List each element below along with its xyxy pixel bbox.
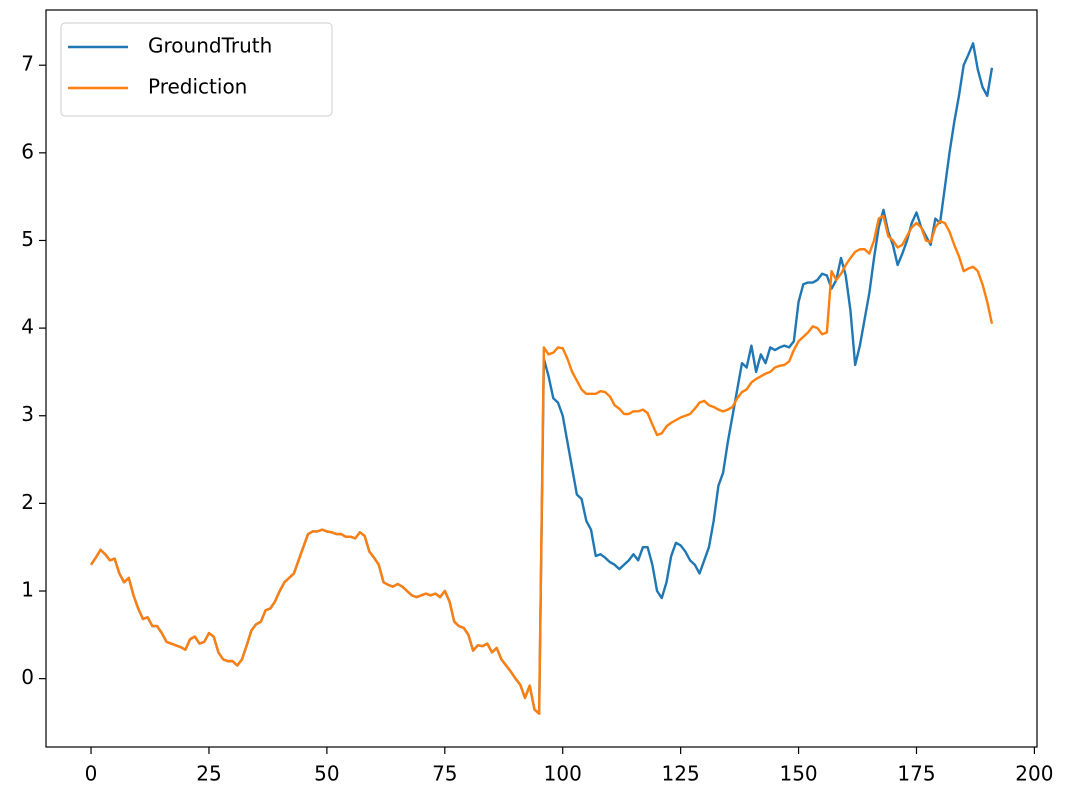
y-tick-label: 5 bbox=[21, 227, 34, 251]
x-tick-label: 150 bbox=[779, 762, 817, 786]
x-tick-label: 0 bbox=[85, 762, 98, 786]
x-tick-label: 100 bbox=[544, 762, 582, 786]
y-tick-label: 2 bbox=[21, 490, 34, 514]
y-tick-label: 1 bbox=[21, 578, 34, 602]
y-tick-label: 7 bbox=[21, 52, 34, 76]
legend-label: Prediction bbox=[148, 75, 247, 99]
x-tick-label: 175 bbox=[897, 762, 935, 786]
x-tick-label: 200 bbox=[1015, 762, 1053, 786]
y-tick-label: 3 bbox=[21, 402, 34, 426]
legend-label: GroundTruth bbox=[148, 34, 272, 58]
y-tick-label: 0 bbox=[21, 665, 34, 689]
data-line bbox=[90, 214, 994, 715]
y-tick-label: 6 bbox=[21, 139, 34, 163]
legend-box bbox=[60, 22, 333, 117]
x-tick-label: 125 bbox=[662, 762, 700, 786]
plot-frame bbox=[45, 9, 1038, 748]
x-tick-label: 25 bbox=[196, 762, 221, 786]
x-tick-label: 50 bbox=[314, 762, 339, 786]
x-tick-label: 75 bbox=[432, 762, 457, 786]
y-tick-label: 4 bbox=[21, 315, 34, 339]
